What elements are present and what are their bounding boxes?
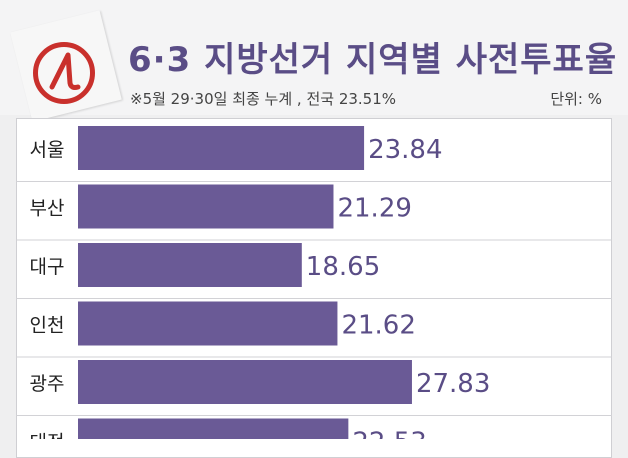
category-label: 인천 [30, 315, 65, 337]
vote-stamp-icon [33, 42, 95, 104]
bar-chart: 서울 23.84 부산 21.29 대구 18.65 인천 21.62 광주 27.83 대전 22.… [16, 126, 612, 440]
category-label: 광주 [30, 373, 65, 395]
value-label: 21.62 [341, 311, 415, 341]
bar [78, 243, 302, 287]
value-label: 21.29 [337, 194, 411, 224]
chart-title: 6·3 지방선거 지역별 사전투표율 [128, 40, 618, 80]
value-label: 27.83 [416, 369, 490, 399]
category-label: 대구 [30, 256, 65, 278]
bar [78, 418, 349, 439]
bar [78, 184, 334, 229]
bar [78, 126, 365, 170]
category-label: 서울 [30, 139, 65, 161]
category-label: 부산 [30, 198, 65, 220]
value-label: 22.53 [352, 428, 426, 440]
bar [78, 360, 412, 404]
value-label: 23.84 [368, 135, 442, 165]
unit-label: 단위: % [550, 90, 602, 108]
chart-subtitle: ※5월 29·30일 최종 누계 , 전국 23.51% [130, 90, 397, 108]
bar [78, 301, 338, 346]
category-label: 대전 [30, 432, 65, 440]
value-label: 18.65 [306, 252, 380, 282]
